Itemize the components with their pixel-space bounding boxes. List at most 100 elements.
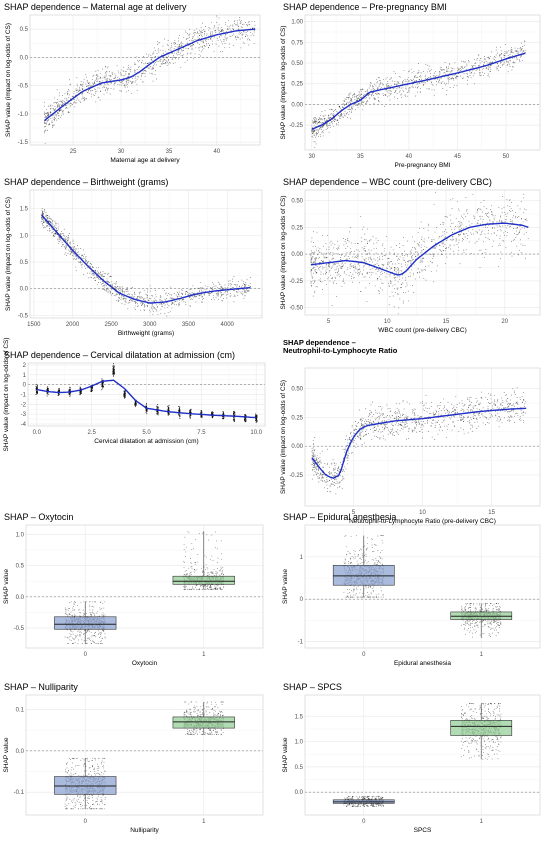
data-point — [151, 305, 153, 307]
data-point — [325, 252, 327, 254]
data-point — [76, 77, 78, 79]
data-point — [124, 394, 126, 396]
data-point — [347, 108, 349, 110]
data-point — [58, 115, 60, 117]
data-point — [418, 243, 419, 245]
data-point — [221, 287, 223, 289]
data-point — [104, 273, 106, 275]
data-point — [51, 120, 53, 122]
data-point — [170, 286, 172, 288]
data-point — [97, 87, 99, 89]
data-point — [134, 63, 136, 65]
data-point — [312, 137, 314, 139]
data-point — [342, 266, 344, 267]
data-point — [122, 70, 124, 72]
data-point — [336, 262, 338, 264]
data-point — [378, 269, 380, 271]
data-point — [388, 95, 390, 97]
data-point — [509, 219, 511, 221]
data-point — [460, 228, 462, 229]
data-point — [312, 280, 314, 282]
data-point — [187, 33, 189, 35]
data-point — [500, 61, 502, 63]
data-point — [433, 254, 435, 255]
data-point — [499, 67, 501, 68]
data-point — [505, 247, 507, 249]
data-point — [482, 219, 484, 221]
data-point — [461, 69, 463, 71]
data-point — [91, 79, 93, 81]
data-point — [350, 265, 352, 267]
data-point — [317, 129, 319, 131]
data-point — [313, 119, 315, 120]
data-point — [506, 61, 508, 63]
data-point — [48, 218, 50, 219]
data-point — [120, 73, 122, 75]
data-point — [105, 66, 107, 68]
data-point — [482, 211, 484, 213]
data-point — [199, 34, 200, 36]
data-point — [500, 221, 502, 223]
data-point — [512, 239, 514, 241]
data-point — [413, 71, 415, 73]
data-point — [195, 301, 197, 303]
data-point — [65, 237, 67, 239]
data-point — [517, 254, 519, 256]
data-point — [47, 386, 49, 388]
data-point — [509, 210, 510, 211]
data-point — [371, 93, 373, 95]
data-point — [199, 290, 201, 292]
data-point — [390, 94, 391, 96]
data-point — [112, 371, 114, 373]
data-point — [396, 88, 398, 90]
data-point — [111, 72, 113, 74]
data-point — [142, 60, 144, 62]
data-point — [236, 35, 238, 37]
data-point — [132, 82, 133, 84]
data-point — [54, 118, 56, 120]
data-point — [503, 207, 505, 209]
data-point — [77, 257, 79, 259]
data-point — [506, 198, 508, 200]
data-point — [370, 89, 372, 91]
y-tick-label: -0.5 — [18, 84, 29, 90]
data-point — [343, 272, 345, 274]
data-point — [344, 100, 345, 102]
data-point — [46, 116, 47, 118]
data-point — [229, 295, 231, 297]
data-point — [161, 300, 163, 301]
data-point — [470, 232, 472, 234]
data-point — [411, 84, 413, 86]
data-point — [124, 86, 126, 88]
data-point — [47, 114, 49, 116]
data-point — [396, 276, 398, 278]
data-point — [164, 293, 166, 295]
data-point — [323, 257, 325, 259]
data-point — [66, 241, 68, 243]
data-point — [322, 122, 324, 124]
data-point — [311, 131, 313, 133]
data-point — [64, 246, 66, 248]
x-tick-label: 30 — [308, 154, 315, 160]
data-point — [371, 94, 373, 96]
data-point — [349, 101, 351, 103]
data-point — [101, 275, 103, 277]
data-point — [517, 217, 518, 218]
data-point — [45, 215, 46, 217]
data-point — [500, 57, 502, 58]
data-point — [206, 44, 208, 46]
data-point — [145, 62, 147, 64]
data-point — [213, 27, 215, 29]
data-point — [312, 122, 314, 124]
data-point — [96, 79, 97, 81]
data-point — [66, 104, 68, 106]
data-point — [232, 28, 234, 30]
data-point — [433, 74, 435, 76]
data-point — [455, 240, 457, 242]
data-point — [507, 205, 508, 207]
data-point — [360, 215, 362, 217]
data-point — [472, 75, 474, 77]
data-point — [337, 271, 339, 273]
data-point — [315, 265, 317, 267]
data-point — [244, 295, 246, 297]
